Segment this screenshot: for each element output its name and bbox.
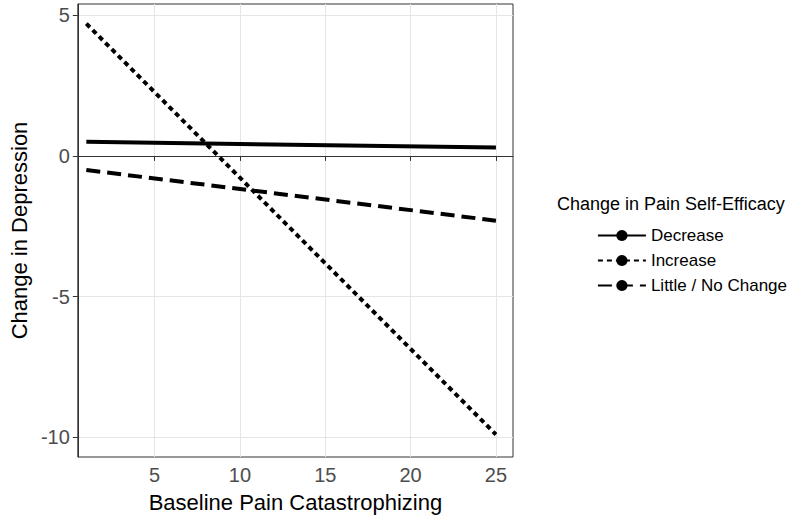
svg-text:5: 5 bbox=[149, 464, 160, 486]
svg-text:Baseline Pain Catastrophizing: Baseline Pain Catastrophizing bbox=[149, 490, 443, 515]
svg-text:-5: -5 bbox=[52, 286, 70, 308]
svg-text:10: 10 bbox=[229, 464, 251, 486]
svg-text:-10: -10 bbox=[41, 426, 70, 448]
svg-text:Decrease: Decrease bbox=[651, 226, 724, 245]
svg-text:0: 0 bbox=[59, 145, 70, 167]
svg-text:20: 20 bbox=[399, 464, 421, 486]
svg-text:5: 5 bbox=[59, 4, 70, 26]
svg-text:25: 25 bbox=[485, 464, 507, 486]
svg-text:15: 15 bbox=[314, 464, 336, 486]
svg-text:Increase: Increase bbox=[651, 251, 716, 270]
svg-text:Change in Depression: Change in Depression bbox=[7, 122, 32, 340]
svg-text:Little / No Change: Little / No Change bbox=[651, 276, 787, 295]
svg-text:Change in Pain Self-Efficacy: Change in Pain Self-Efficacy bbox=[557, 194, 785, 214]
